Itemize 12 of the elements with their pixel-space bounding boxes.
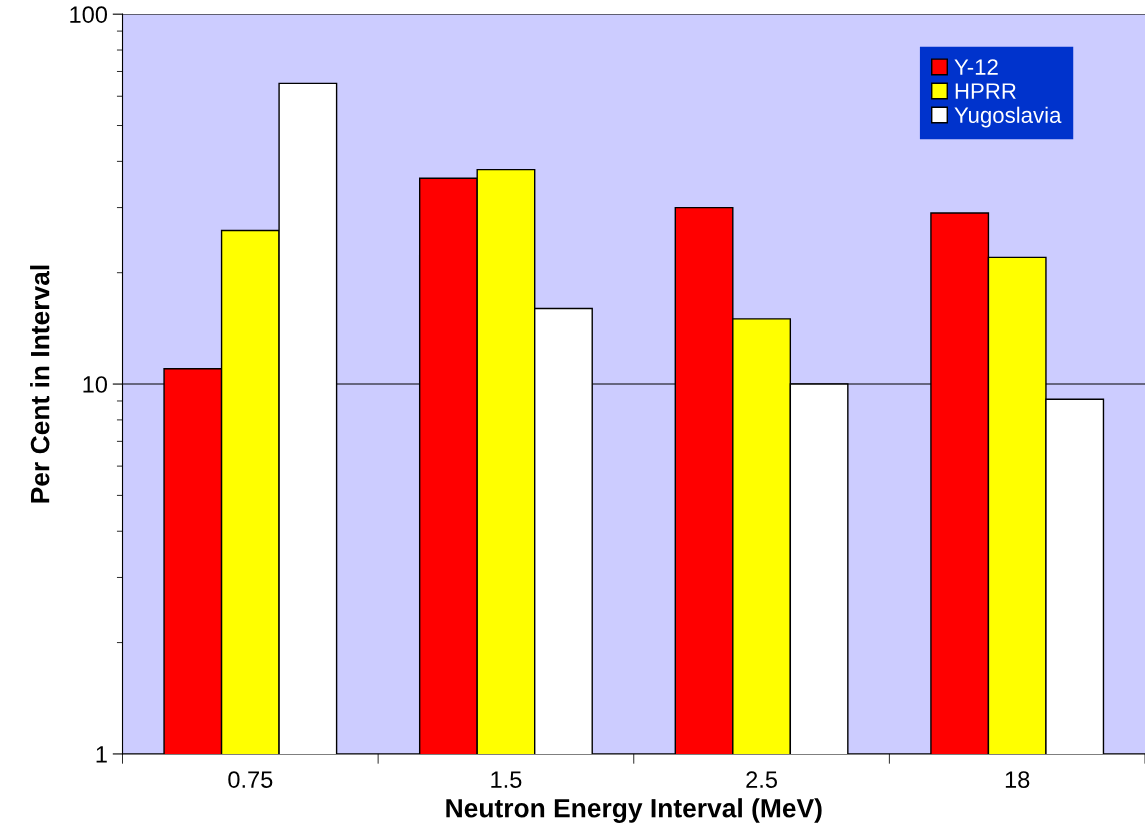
y-tick-label: 10: [83, 376, 108, 393]
x-axis-title: Neutron Energy Interval (MeV): [446, 798, 822, 823]
y-tick-label: 100: [70, 6, 108, 23]
legend-label: HPRR: [955, 83, 1016, 99]
x-tick-label: 18: [1005, 771, 1030, 788]
x-tick-label: 2.5: [746, 771, 777, 788]
x-tick-label: 1.5: [491, 771, 522, 788]
legend-label: Yugoslavia: [954, 106, 1062, 128]
x-tick-label: 0.75: [228, 771, 273, 788]
y-tick-label: 1: [96, 746, 107, 763]
y-axis-title: Per Cent in Interval: [30, 265, 50, 503]
legend-label: Y-12: [954, 59, 998, 75]
